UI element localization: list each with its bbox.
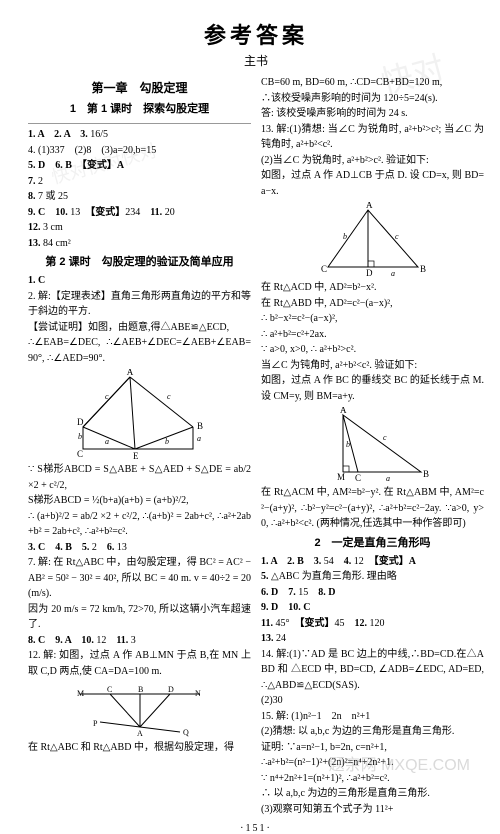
answer-line: 当∠C 为钝角时, a²+b²<c². 验证如下:	[261, 358, 484, 374]
svg-text:c: c	[167, 392, 171, 401]
svg-text:E: E	[133, 451, 139, 459]
svg-text:B: B	[420, 264, 426, 274]
answer-line: (2)当∠C 为锐角时, a²+b²>c². 验证如下:	[261, 153, 484, 169]
answer-line: ∵ a>0, x>0, ∴ a²+b²>c².	[261, 342, 484, 358]
svg-text:a: a	[105, 437, 109, 446]
svg-text:A: A	[366, 202, 373, 210]
answer-line: 9. D 10. C	[261, 600, 484, 616]
answer-line: 在 Rt△ACM 中, AM²=b²−y². 在 Rt△ABM 中, AM²=c…	[261, 485, 484, 532]
left-column: 第一章 勾股定理 1 第 1 课时 探索勾股定理 1. A 2. A 3. 16…	[28, 75, 251, 817]
svg-text:c: c	[105, 392, 109, 401]
svg-text:B: B	[197, 421, 203, 431]
answer-line: 14. 解:(1)∵AD 是 BC 边上的中线,∴BD=CD.在△ABD 和 △…	[261, 647, 484, 694]
svg-text:Q: Q	[183, 728, 189, 737]
answer-line: 2. 解:【定理表述】直角三角形两直角边的平方和等于斜边的平方.	[28, 289, 251, 320]
answer-line: S梯形ABCD = ½(b+a)(a+b) = (a+b)²/2,	[28, 493, 251, 509]
answer-line: 7. 解: 在 Rt△ABC 中，由勾股定理，得 BC² = AC² − AB²…	[28, 555, 251, 602]
geometry-diagram-noise: M N C B D A P Q	[28, 682, 251, 737]
answer-line: (2)猜想: 以 a,b,c 为边的三角形是直角三角形.	[261, 724, 484, 740]
svg-text:a: a	[197, 434, 201, 443]
svg-text:D: D	[77, 417, 84, 427]
answer-line: 8. C 9. A 10. 12 11. 3	[28, 633, 251, 649]
svg-text:D: D	[168, 685, 174, 694]
answer-line: ∴ a²+b²=c²+2ax.	[261, 327, 484, 343]
answer-line: ∴∠EAB=∠DEC, ∴∠AEB+∠DEC=∠AEB+∠EAB=90°, ∴∠…	[28, 335, 251, 366]
answer-line: ∴ 以 a,b,c 为边的三角形是直角三角形.	[261, 786, 484, 802]
geometry-diagram-trapezoid: A D B C E c c a b b a	[28, 369, 251, 459]
right-column: CB=60 m, BD=60 m, ∴CD=CB+BD=120 m, ∴该校受噪…	[261, 75, 484, 817]
answer-line: 6. D 7. 15 8. D	[261, 585, 484, 601]
answer-line: CB=60 m, BD=60 m, ∴CD=CB+BD=120 m,	[261, 75, 484, 91]
answer-line: 1. A 2. A 3. 16/5	[28, 127, 251, 143]
answer-line: ∵ S梯形ABCD = S△ABE + S△AED + S△DE = ab/2 …	[28, 462, 251, 493]
divider	[28, 123, 251, 124]
svg-text:C: C	[107, 685, 112, 694]
svg-text:c: c	[383, 433, 387, 442]
answer-line: 15. 解: (1)n²−1 2n n²+1	[261, 709, 484, 725]
answer-line: 在 Rt△ABD 中, AD²=c²−(a−x)²,	[261, 296, 484, 312]
svg-text:b: b	[343, 232, 347, 241]
answer-line: 4. (1)337 (2)8 (3)a=20,b=15	[28, 143, 251, 159]
answer-line: (2)30	[261, 693, 484, 709]
svg-text:b: b	[346, 440, 350, 449]
answer-line: 13. 24	[261, 631, 484, 647]
answer-line: 如图，过点 A 作 BC 的垂线交 BC 的延长线于点 M. 设 CM=y, 则…	[261, 373, 484, 404]
chapter-heading: 第一章 勾股定理	[28, 79, 251, 96]
answer-line: 3. C 4. B 5. 2 6. 13	[28, 540, 251, 556]
answer-line: ∴ (a+b)²/2 = ab/2 ×2 + c²/2, ∴(a+b)² = 2…	[28, 509, 251, 540]
svg-text:A: A	[137, 729, 143, 737]
lesson-heading: 第 2 课时 勾股定理的验证及简单应用	[28, 253, 251, 269]
page-title: 参考答案	[28, 18, 484, 50]
answer-line: 在 Rt△ABC 和 Rt△ABD 中，根据勾股定理，得	[28, 740, 251, 756]
svg-text:D: D	[366, 268, 373, 277]
svg-text:a: a	[391, 269, 395, 277]
answer-line: 在 Rt△ACD 中, AD²=b²−x².	[261, 280, 484, 296]
answer-line: 【尝试证明】如图，由题意,得△ABE≌△ECD,	[28, 320, 251, 336]
answer-line: 9. C 10. 13 【变式】234 11. 20	[28, 205, 251, 221]
svg-text:c: c	[395, 232, 399, 241]
answer-line: 7. 2	[28, 174, 251, 190]
answer-line: 12. 3 cm	[28, 220, 251, 236]
answer-line: 13. 解:(1)猜想: 当∠C 为锐角时, a²+b²>c²; 当∠C 为钝角…	[261, 122, 484, 153]
answer-line: 因为 20 m/s = 72 km/h, 72>70, 所以这辆小汽车超速了.	[28, 602, 251, 633]
geometry-diagram-obtuse: A M C B b c a	[261, 407, 484, 482]
answer-line: 8. 7 或 25	[28, 189, 251, 205]
svg-text:M: M	[337, 472, 345, 482]
svg-text:B: B	[423, 469, 429, 479]
svg-text:A: A	[340, 407, 347, 415]
svg-text:B: B	[138, 685, 143, 694]
answer-line: ∴该校受噪声影响的时间为 120÷5=24(s).	[261, 91, 484, 107]
svg-text:C: C	[355, 473, 361, 482]
svg-text:P: P	[93, 719, 98, 728]
svg-text:A: A	[126, 369, 133, 377]
lesson-heading: 2 一定是直角三角形吗	[261, 534, 484, 550]
answer-line: 11. 45° 【变式】45 12. 120	[261, 616, 484, 632]
svg-text:M: M	[77, 689, 84, 698]
svg-text:a: a	[386, 474, 390, 482]
svg-text:N: N	[195, 689, 201, 698]
answer-line: 1. A 2. B 3. 54 4. 12 【变式】A	[261, 554, 484, 570]
svg-text:C: C	[321, 264, 327, 274]
answer-line: 12. 解: 如图，过点 A 作 AB⊥MN 于点 B,在 MN 上取 C,D …	[28, 648, 251, 679]
answer-line: 13. 84 cm²	[28, 236, 251, 252]
answer-line: ∴ b²−x²=c²−(a−x)²,	[261, 311, 484, 327]
geometry-diagram-acute: A C D B b c a	[261, 202, 484, 277]
page-subtitle: 主书	[28, 52, 484, 69]
svg-text:b: b	[78, 432, 82, 441]
answer-line: 如图，过点 A 作 AD⊥CB 于点 D. 设 CD=x, 则 BD=a−x.	[261, 168, 484, 199]
answer-line: 1. C	[28, 273, 251, 289]
page-number: ·151·	[28, 823, 484, 834]
svg-text:C: C	[77, 449, 83, 459]
answer-line: 5. △ABC 为直角三角形. 理由略	[261, 569, 484, 585]
lesson-heading: 1 第 1 课时 探索勾股定理	[28, 100, 251, 116]
page-content: 参考答案 主书 第一章 勾股定理 1 第 1 课时 探索勾股定理 1. A 2.…	[0, 0, 500, 834]
answer-line: 答: 该校受噪声影响的时间为 24 s.	[261, 106, 484, 122]
answer-line: 5. D 6. B 【变式】A	[28, 158, 251, 174]
site-watermark: 题亲网 MXQE.COM	[329, 751, 470, 775]
answer-line: (3)观察可知第五个式子为 11²+	[261, 802, 484, 818]
svg-text:b: b	[165, 437, 169, 446]
